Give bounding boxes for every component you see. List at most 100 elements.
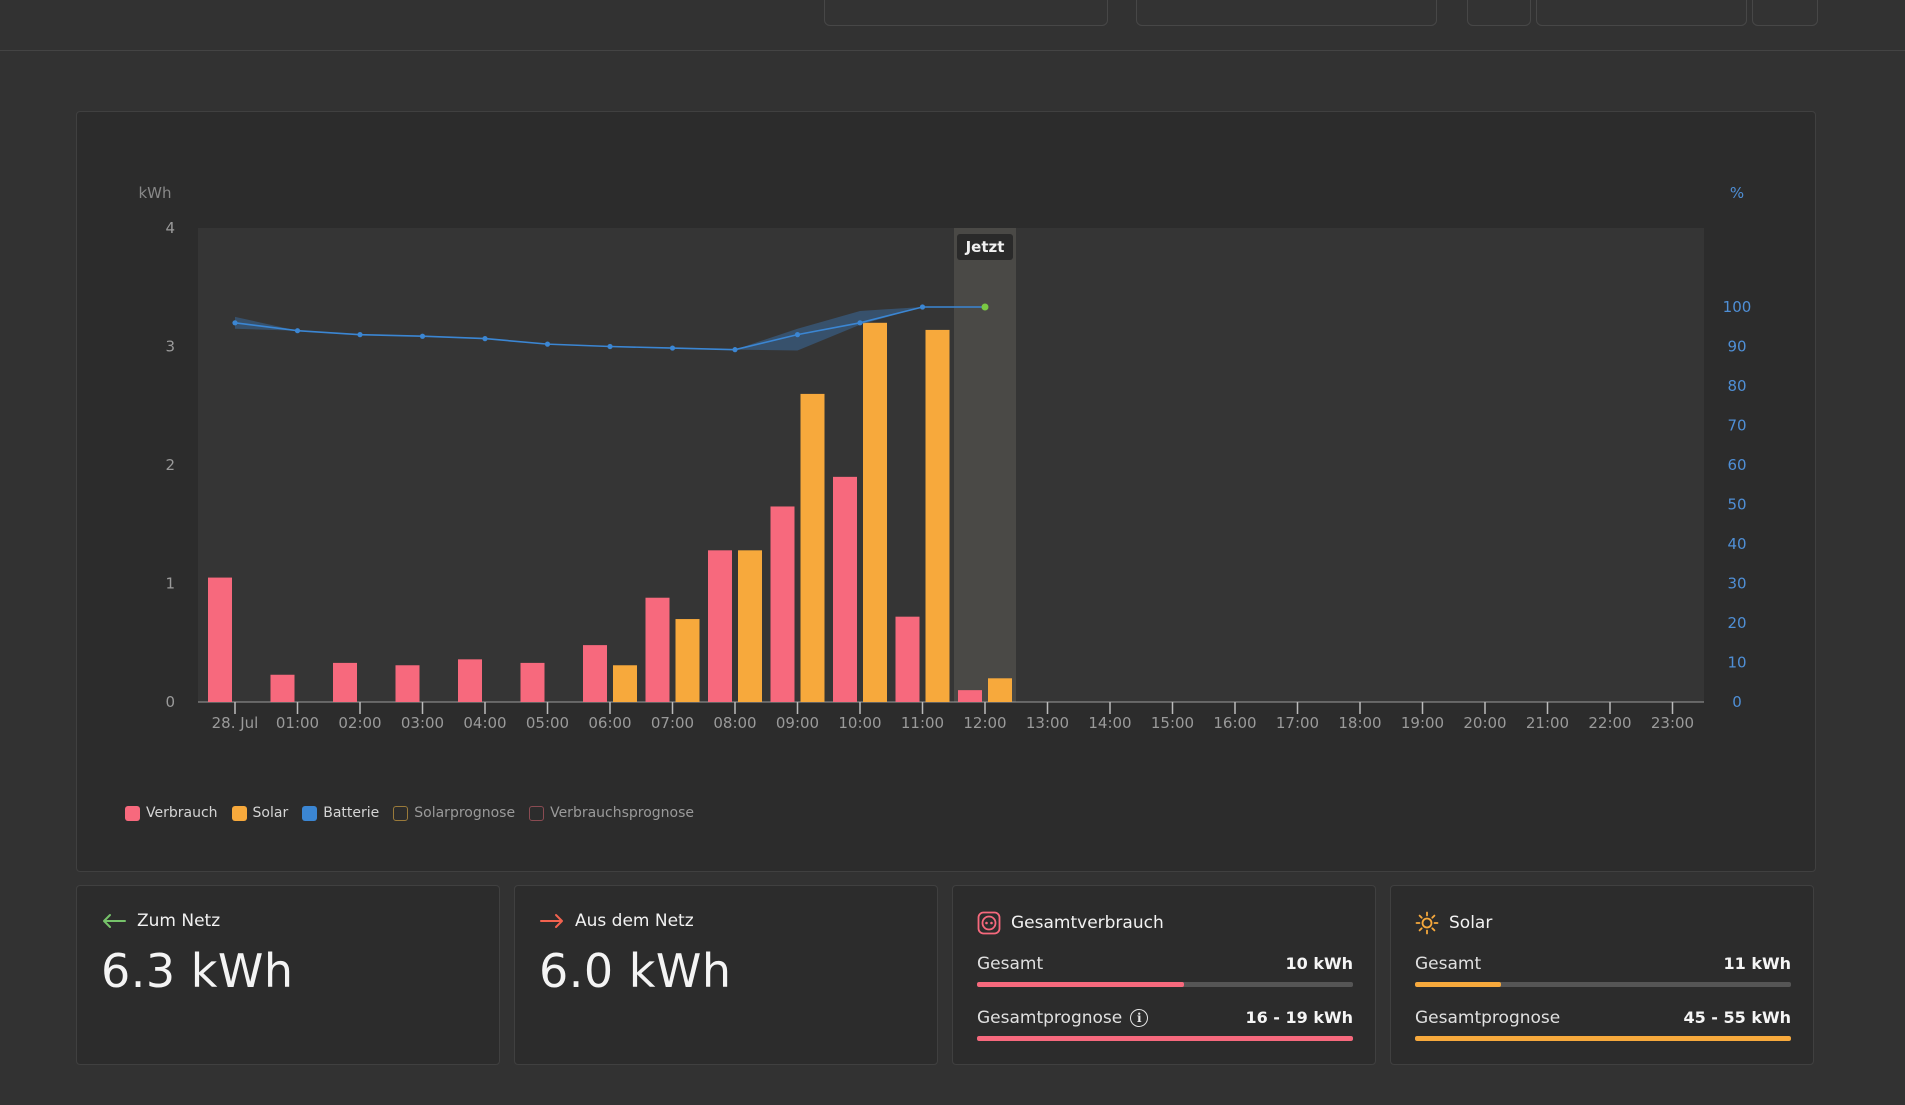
battery-point xyxy=(607,343,613,350)
legend-swatch xyxy=(231,805,247,821)
y-left-tick-label: 2 xyxy=(165,456,175,474)
view-select[interactable] xyxy=(1136,0,1437,26)
x-tick-label: 18:00 xyxy=(1338,714,1381,732)
now-label-bg xyxy=(957,234,1013,260)
bar-solar xyxy=(675,619,700,702)
chart-legend: Verbrauch Solar Batterie Solarprognose Verbr… xyxy=(125,805,694,821)
legend-swatch xyxy=(125,805,140,821)
solar-card: Solar Gesamt 11 kWh Gesamtprognose 45 - … xyxy=(1390,885,1814,1065)
consumption-forecast-label: Gesamtprognose xyxy=(977,1008,1123,1028)
x-tick-label: 03:00 xyxy=(401,714,444,732)
y-left-tick-label: 0 xyxy=(165,693,175,711)
bar-verbrauch xyxy=(208,577,232,702)
x-tick-label: 02:00 xyxy=(338,714,381,732)
battery-point xyxy=(919,304,926,310)
now-label: Jetzt xyxy=(965,238,1005,256)
consumption-total-bar xyxy=(977,982,1353,987)
legend-item-batterie[interactable]: Batterie xyxy=(302,805,379,821)
solar-forecast-fill xyxy=(1415,1036,1791,1041)
arrow-left-icon xyxy=(103,914,126,928)
power-socket-icon xyxy=(977,911,1001,935)
from-grid-value: 6.0 kWh xyxy=(539,944,732,998)
solar-forecast-label: Gesamtprognose xyxy=(1415,1008,1561,1028)
x-tick-label: 15:00 xyxy=(1151,714,1194,732)
battery-point xyxy=(981,303,989,311)
y-right-tick-label: 90 xyxy=(1727,338,1746,356)
x-tick-label: 04:00 xyxy=(463,714,506,732)
legend-swatch xyxy=(393,805,409,821)
y-right-tick-label: 70 xyxy=(1727,417,1746,435)
legend-item-verbrauchsprognose[interactable]: Verbrauchsprognose xyxy=(529,805,694,821)
y-right-tick-label: 80 xyxy=(1727,377,1746,395)
battery-point xyxy=(294,328,301,334)
consumption-card: Gesamtverbrauch Gesamt 10 kWh Gesamtprog… xyxy=(952,885,1376,1065)
bar-verbrauch xyxy=(708,550,732,702)
bar-verbrauch xyxy=(520,662,545,702)
legend-label: Solar xyxy=(252,805,289,821)
y-right-tick-label: 60 xyxy=(1727,456,1746,474)
y-right-tick-label: 100 xyxy=(1723,298,1752,316)
bar-verbrauch xyxy=(645,597,670,702)
legend-label: Verbrauch xyxy=(146,805,218,821)
from-grid-card: Aus dem Netz 6.0 kWh xyxy=(514,885,938,1065)
now-band xyxy=(954,228,1016,702)
x-tick-label: 07:00 xyxy=(651,714,694,732)
x-tick-label: 19:00 xyxy=(1401,714,1444,732)
y-left-tick-label: 3 xyxy=(165,338,175,356)
y-right-tick-label: 20 xyxy=(1727,614,1746,632)
y-right-tick-label: 40 xyxy=(1727,535,1746,553)
from-grid-title: Aus dem Netz xyxy=(575,911,694,931)
battery-point xyxy=(232,320,238,326)
battery-point xyxy=(669,345,676,351)
bar-solar xyxy=(738,550,762,702)
consumption-forecast-label-wrap: Gesamtprognose i xyxy=(977,1008,1149,1028)
bar-verbrauch xyxy=(395,665,420,702)
battery-point xyxy=(482,336,488,342)
y-right-tick-label: 50 xyxy=(1727,496,1746,514)
x-tick-label: 20:00 xyxy=(1463,714,1506,732)
next-button[interactable] xyxy=(1752,0,1818,26)
top-toolbar xyxy=(0,0,1905,51)
legend-item-verbrauch[interactable]: Verbrauch xyxy=(125,805,218,821)
bar-verbrauch xyxy=(895,616,920,702)
legend-item-solar[interactable]: Solar xyxy=(231,805,289,821)
x-tick-label: 21:00 xyxy=(1526,714,1569,732)
info-icon[interactable]: i xyxy=(1130,1009,1149,1027)
bar-solar xyxy=(613,665,637,702)
solar-total-fill xyxy=(1415,982,1502,987)
x-tick-label: 11:00 xyxy=(901,714,944,732)
bar-verbrauch xyxy=(583,645,607,702)
to-grid-value: 6.3 kWh xyxy=(101,944,294,998)
y-right-tick-label: 30 xyxy=(1727,575,1746,593)
previous-button[interactable] xyxy=(1467,0,1531,26)
battery-point xyxy=(544,341,551,347)
x-tick-label: 01:00 xyxy=(276,714,319,732)
solar-total-label: Gesamt xyxy=(1415,954,1482,974)
x-tick-label: 05:00 xyxy=(526,714,569,732)
x-tick-label: 23:00 xyxy=(1651,714,1694,732)
x-tick-label: 14:00 xyxy=(1088,714,1131,732)
solar-total-value: 11 kWh xyxy=(1723,954,1791,973)
x-tick-label: 22:00 xyxy=(1588,714,1631,732)
plot-area xyxy=(198,228,1704,702)
arrow-right-icon xyxy=(540,914,563,928)
x-tick-label: 10:00 xyxy=(838,714,881,732)
solar-total-bar xyxy=(1415,982,1791,987)
battery-point xyxy=(419,333,426,339)
legend-label: Solarprognose xyxy=(414,805,516,821)
x-tick-label: 13:00 xyxy=(1026,714,1069,732)
date-picker[interactable] xyxy=(1536,0,1747,26)
consumption-title: Gesamtverbrauch xyxy=(1011,913,1164,933)
consumption-total-label: Gesamt xyxy=(977,954,1044,974)
legend-item-solarprognose[interactable]: Solarprognose xyxy=(393,805,515,821)
bar-solar xyxy=(925,329,950,702)
consumption-forecast-value: 16 - 19 kWh xyxy=(1245,1008,1353,1027)
battery-point xyxy=(357,332,363,338)
period-select[interactable] xyxy=(824,0,1108,26)
bar-verbrauch xyxy=(333,662,357,702)
consumption-total-fill xyxy=(977,982,1184,987)
x-tick-label: 06:00 xyxy=(588,714,631,732)
x-tick-label: 08:00 xyxy=(713,714,756,732)
consumption-total-value: 10 kWh xyxy=(1285,954,1353,973)
